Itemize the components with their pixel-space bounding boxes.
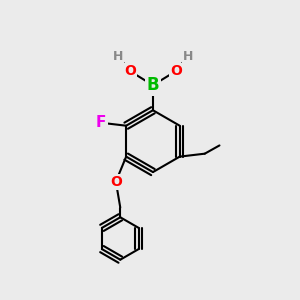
Text: H: H	[113, 50, 123, 63]
Text: O: O	[124, 64, 136, 78]
Text: O: O	[110, 175, 122, 189]
Text: F: F	[96, 115, 106, 130]
Text: B: B	[147, 76, 159, 94]
Text: H: H	[182, 50, 193, 63]
Text: O: O	[170, 64, 182, 78]
